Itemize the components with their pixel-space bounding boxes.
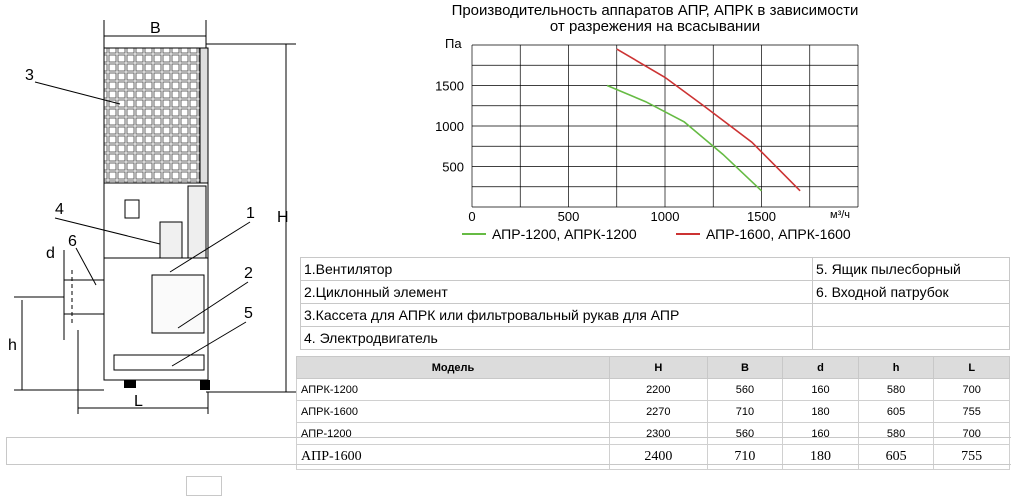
cell-model: АПР-1600 <box>296 444 610 470</box>
cell-h: 2400 <box>609 444 708 470</box>
cell-l: 755 <box>933 400 1010 423</box>
legend-green-swatch <box>462 233 486 235</box>
chart-grid <box>471 44 859 208</box>
dim-h-small-label: h <box>8 337 17 354</box>
specs-header-row: Модель H B d h L <box>296 356 1010 379</box>
series-line-red <box>616 48 801 192</box>
col-b: B <box>706 356 784 379</box>
callout-2: 2 <box>244 265 253 282</box>
foot-right <box>200 380 210 390</box>
cell-l: 700 <box>933 378 1010 401</box>
y-tick-label: 500 <box>442 160 464 175</box>
x-tick-label: 0 <box>468 209 475 224</box>
part-6: 6. Входной патрубок <box>812 280 1010 304</box>
cell-model: АПРК-1600 <box>296 400 610 423</box>
y-tick-label: 1500 <box>435 79 464 94</box>
x-tick-label: 500 <box>558 209 580 224</box>
dim-b-label: B <box>150 20 161 37</box>
cell-hh: 580 <box>857 378 935 401</box>
part-4: 4. Электродвигатель <box>300 326 813 350</box>
chart-title-line1: Производительность аппаратов АПР, АПРК в… <box>451 2 859 19</box>
callout-5: 5 <box>244 305 253 322</box>
table-row: АПРК-1600 2270 710 180 605 755 <box>296 400 1010 423</box>
cell-hh: 605 <box>857 444 935 470</box>
cell-b: 560 <box>706 378 784 401</box>
legend-red-swatch <box>676 233 700 235</box>
cell-b: 560 <box>706 422 784 445</box>
filter-cassette <box>103 47 201 184</box>
fan-window <box>124 199 140 219</box>
col-h: H <box>609 356 708 379</box>
cell-l: 755 <box>933 444 1010 470</box>
cell-h: 2300 <box>609 422 708 445</box>
chart-ticks: 500 1000 1500 0 500 1000 1500 <box>435 79 776 225</box>
legend-green-label: АПР-1200, АПРК-1200 <box>492 226 637 242</box>
cell-h: 2200 <box>609 378 708 401</box>
legend-green: АПР-1200, АПРК-1200 <box>462 226 637 242</box>
part-1: 1.Вентилятор <box>300 257 813 281</box>
cell-d: 160 <box>782 378 859 401</box>
part-2: 2.Циклонный элемент <box>300 280 813 304</box>
col-hh: h <box>857 356 935 379</box>
foot-left <box>124 380 136 388</box>
apparatus-drawing: B H L h d 3 4 6 1 2 5 <box>8 20 296 414</box>
y-tick-label: 1000 <box>435 119 464 134</box>
cyclone <box>151 274 205 334</box>
y-axis-label: Па <box>445 36 462 51</box>
table-row: АПР-1200 2300 560 160 580 700 <box>296 422 1010 445</box>
callout-3: 3 <box>25 67 34 84</box>
legend-red-label: АПР-1600, АПРК-1600 <box>706 226 851 242</box>
chart-series <box>606 48 801 192</box>
dim-d-label: d <box>46 245 55 262</box>
table-row: АПР-1600 2400 710 180 605 755 <box>296 444 1010 470</box>
inlet-pipe <box>63 279 105 315</box>
callout-6: 6 <box>68 233 77 250</box>
col-d: d <box>782 356 859 379</box>
cell-model: АПРК-1200 <box>296 378 610 401</box>
cell-b: 710 <box>706 400 784 423</box>
specs-table: Модель H B d h L АПРК-1200 2200 560 160 … <box>296 356 1010 470</box>
cell-model: АПР-1200 <box>296 422 610 445</box>
part-5: 5. Ящик пылесборный <box>812 257 1010 281</box>
legend-red: АПР-1600, АПРК-1600 <box>676 226 851 242</box>
x-tick-label: 1000 <box>651 209 680 224</box>
series-line-green <box>606 84 763 192</box>
empty-box <box>186 476 222 496</box>
x-axis-unit: м³/ч <box>830 209 850 221</box>
side-rail <box>187 185 207 267</box>
cell-hh: 605 <box>857 400 935 423</box>
parts-table: 1.Вентилятор 5. Ящик пылесборный 2.Цикло… <box>300 257 1010 350</box>
table-row: АПРК-1200 2200 560 160 580 700 <box>296 378 1010 401</box>
part-3: 3.Кассета для АПРК или фильтровальный ру… <box>300 303 813 327</box>
outline-frame <box>6 437 1011 465</box>
callout-1: 1 <box>246 205 255 222</box>
dim-l-label: L <box>134 393 143 410</box>
cell-d: 180 <box>782 400 859 423</box>
performance-chart: 500 1000 1500 0 500 1000 1500 Па м³/ч <box>435 36 859 225</box>
dust-box <box>113 354 205 371</box>
dim-h-label: H <box>277 209 289 226</box>
empty-cell <box>812 303 1010 327</box>
x-tick-label: 1500 <box>747 209 776 224</box>
col-l: L <box>933 356 1010 379</box>
filter-side <box>199 47 209 184</box>
chart-title-line2: от разрежения на всасывании <box>549 18 761 35</box>
callout-4: 4 <box>55 201 64 218</box>
cell-h: 2270 <box>609 400 708 423</box>
col-model: Модель <box>296 356 610 379</box>
cell-b: 710 <box>706 444 784 470</box>
empty-cell <box>812 326 1010 350</box>
